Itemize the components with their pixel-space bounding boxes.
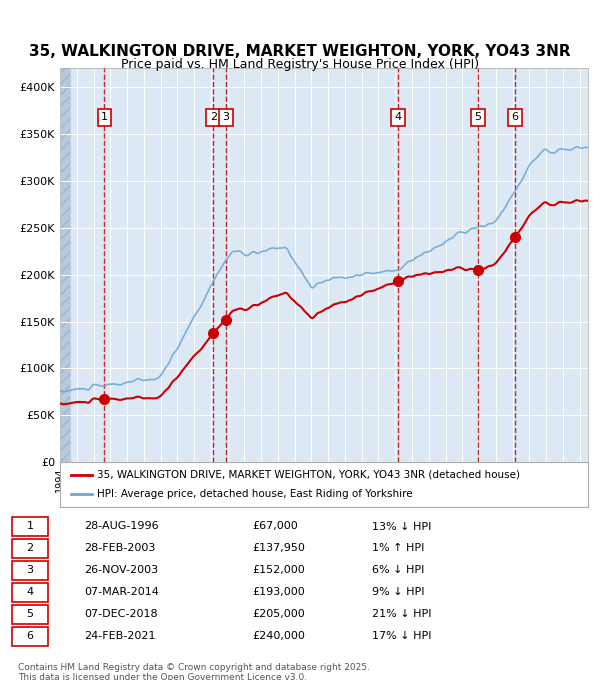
Text: 2: 2 <box>26 543 34 554</box>
Text: 2: 2 <box>210 112 217 122</box>
Text: 9% ↓ HPI: 9% ↓ HPI <box>372 588 425 598</box>
Text: £193,000: £193,000 <box>252 588 305 598</box>
Text: 24-FEB-2021: 24-FEB-2021 <box>84 631 155 641</box>
Text: 6: 6 <box>512 112 518 122</box>
Text: 17% ↓ HPI: 17% ↓ HPI <box>372 631 431 641</box>
Text: 3: 3 <box>26 565 34 575</box>
Text: 35, WALKINGTON DRIVE, MARKET WEIGHTON, YORK, YO43 3NR: 35, WALKINGTON DRIVE, MARKET WEIGHTON, Y… <box>29 44 571 59</box>
Text: 5: 5 <box>26 609 34 619</box>
Text: £67,000: £67,000 <box>252 522 298 532</box>
Text: Price paid vs. HM Land Registry's House Price Index (HPI): Price paid vs. HM Land Registry's House … <box>121 58 479 71</box>
FancyBboxPatch shape <box>12 517 48 536</box>
Text: 13% ↓ HPI: 13% ↓ HPI <box>372 522 431 532</box>
Text: 1: 1 <box>101 112 108 122</box>
Text: 35, WALKINGTON DRIVE, MARKET WEIGHTON, YORK, YO43 3NR (detached house): 35, WALKINGTON DRIVE, MARKET WEIGHTON, Y… <box>97 470 520 480</box>
FancyBboxPatch shape <box>12 583 48 602</box>
Text: £152,000: £152,000 <box>252 565 305 575</box>
FancyBboxPatch shape <box>12 627 48 645</box>
FancyBboxPatch shape <box>12 539 48 558</box>
FancyBboxPatch shape <box>12 605 48 624</box>
Text: 5: 5 <box>474 112 481 122</box>
Text: 4: 4 <box>395 112 402 122</box>
Text: 3: 3 <box>223 112 229 122</box>
Text: Contains HM Land Registry data © Crown copyright and database right 2025.
This d: Contains HM Land Registry data © Crown c… <box>18 663 370 680</box>
Text: 21% ↓ HPI: 21% ↓ HPI <box>372 609 431 619</box>
Bar <box>60 68 70 462</box>
Text: £240,000: £240,000 <box>252 631 305 641</box>
Text: 28-FEB-2003: 28-FEB-2003 <box>84 543 155 554</box>
Text: 1% ↑ HPI: 1% ↑ HPI <box>372 543 424 554</box>
Text: 07-DEC-2018: 07-DEC-2018 <box>84 609 158 619</box>
Text: 1: 1 <box>26 522 34 532</box>
Text: £137,950: £137,950 <box>252 543 305 554</box>
FancyBboxPatch shape <box>12 561 48 579</box>
Text: 6% ↓ HPI: 6% ↓ HPI <box>372 565 424 575</box>
Text: HPI: Average price, detached house, East Riding of Yorkshire: HPI: Average price, detached house, East… <box>97 489 413 499</box>
Text: 26-NOV-2003: 26-NOV-2003 <box>84 565 158 575</box>
Text: £205,000: £205,000 <box>252 609 305 619</box>
Text: 28-AUG-1996: 28-AUG-1996 <box>84 522 158 532</box>
Text: 6: 6 <box>26 631 34 641</box>
Text: 07-MAR-2014: 07-MAR-2014 <box>84 588 159 598</box>
Text: 4: 4 <box>26 588 34 598</box>
